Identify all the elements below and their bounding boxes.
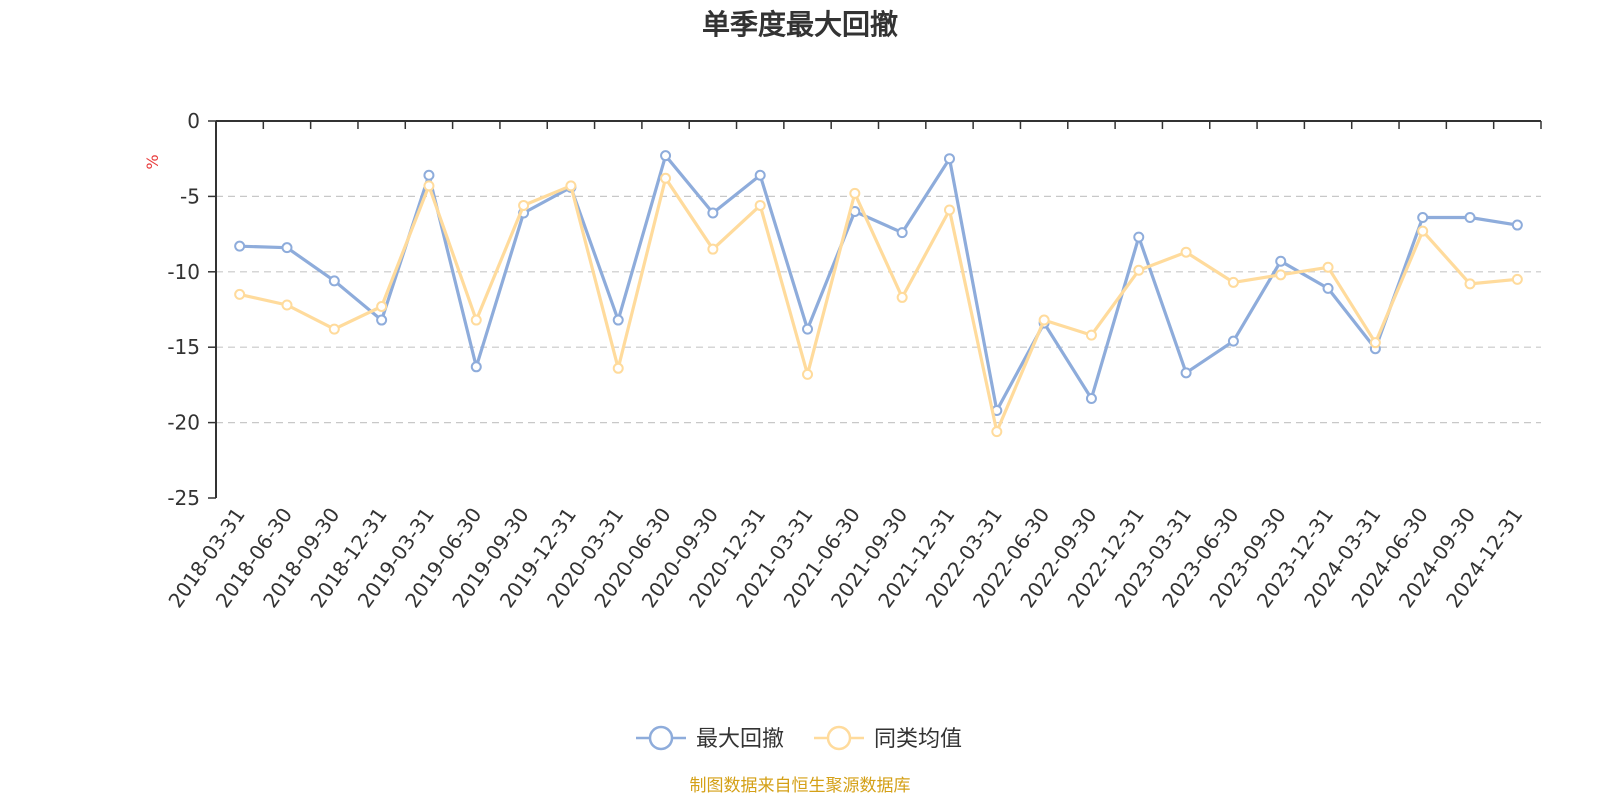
data-point[interactable] <box>328 275 340 287</box>
chart-title: 单季度最大回撤 <box>702 8 898 41</box>
y-tick-label: -25 <box>167 486 200 510</box>
legend-marker-icon <box>648 725 674 751</box>
data-source-note: 制图数据来自恒生聚源数据库 <box>690 776 911 796</box>
data-point[interactable] <box>802 368 814 380</box>
data-point[interactable] <box>1511 219 1523 231</box>
data-point[interactable] <box>707 243 719 255</box>
legend-marker-icon <box>826 725 852 751</box>
data-point[interactable] <box>1464 212 1476 224</box>
data-point[interactable] <box>707 207 719 219</box>
data-point[interactable] <box>660 150 672 162</box>
data-point[interactable] <box>1227 335 1239 347</box>
data-point[interactable] <box>1275 255 1287 267</box>
data-point[interactable] <box>518 199 530 211</box>
data-point[interactable] <box>1322 261 1334 273</box>
data-point[interactable] <box>1085 392 1097 404</box>
series-1 <box>234 172 1523 438</box>
series-lines <box>234 150 1523 438</box>
data-point[interactable] <box>660 172 672 184</box>
data-point[interactable] <box>1133 231 1145 243</box>
data-point[interactable] <box>802 323 814 335</box>
data-point[interactable] <box>849 187 861 199</box>
data-point[interactable] <box>754 199 766 211</box>
data-point[interactable] <box>612 362 624 374</box>
data-point[interactable] <box>1133 264 1145 276</box>
data-point[interactable] <box>1464 278 1476 290</box>
data-point[interactable] <box>234 240 246 252</box>
legend-item[interactable]: 同类均值 <box>814 725 962 752</box>
data-point[interactable] <box>470 361 482 373</box>
data-point[interactable] <box>281 299 293 311</box>
y-tick-label: -5 <box>180 184 200 208</box>
data-point[interactable] <box>1038 314 1050 326</box>
series-line <box>239 154 1518 413</box>
y-tick-label: -20 <box>167 411 200 435</box>
data-point[interactable] <box>943 153 955 165</box>
data-point[interactable] <box>1369 337 1381 349</box>
axes: 0-5-10-15-20-252018-03-312018-06-302018-… <box>163 109 1542 612</box>
data-point[interactable] <box>328 323 340 335</box>
data-point[interactable] <box>1511 273 1523 285</box>
data-point[interactable] <box>943 204 955 216</box>
grid-lines <box>216 195 1541 424</box>
legend-item[interactable]: 最大回撤 <box>636 725 784 752</box>
data-point[interactable] <box>423 169 435 181</box>
y-tick-label: -10 <box>167 260 200 284</box>
data-point[interactable] <box>1417 212 1429 224</box>
data-point[interactable] <box>1275 269 1287 281</box>
data-point[interactable] <box>423 180 435 192</box>
data-point[interactable] <box>612 314 624 326</box>
data-point[interactable] <box>470 314 482 326</box>
data-point[interactable] <box>1227 276 1239 288</box>
series-line <box>239 176 1518 434</box>
data-point[interactable] <box>991 426 1003 438</box>
data-point[interactable] <box>1085 329 1097 341</box>
data-point[interactable] <box>896 227 908 239</box>
data-point[interactable] <box>234 288 246 300</box>
data-point[interactable] <box>565 180 577 192</box>
legend-label: 同类均值 <box>874 727 962 752</box>
y-tick-label: 0 <box>187 109 200 133</box>
data-point[interactable] <box>281 242 293 254</box>
data-point[interactable] <box>376 314 388 326</box>
data-point[interactable] <box>1180 367 1192 379</box>
data-point[interactable] <box>1180 246 1192 258</box>
legend-label: 最大回撤 <box>696 727 784 752</box>
legend[interactable]: 最大回撤 同类均值 <box>636 725 962 752</box>
y-tick-label: -15 <box>167 335 200 359</box>
data-point[interactable] <box>376 300 388 312</box>
data-point[interactable] <box>754 169 766 181</box>
data-point[interactable] <box>896 291 908 303</box>
y-axis-unit-label: % <box>143 154 162 169</box>
data-point[interactable] <box>1417 225 1429 237</box>
data-point[interactable] <box>1322 282 1334 294</box>
